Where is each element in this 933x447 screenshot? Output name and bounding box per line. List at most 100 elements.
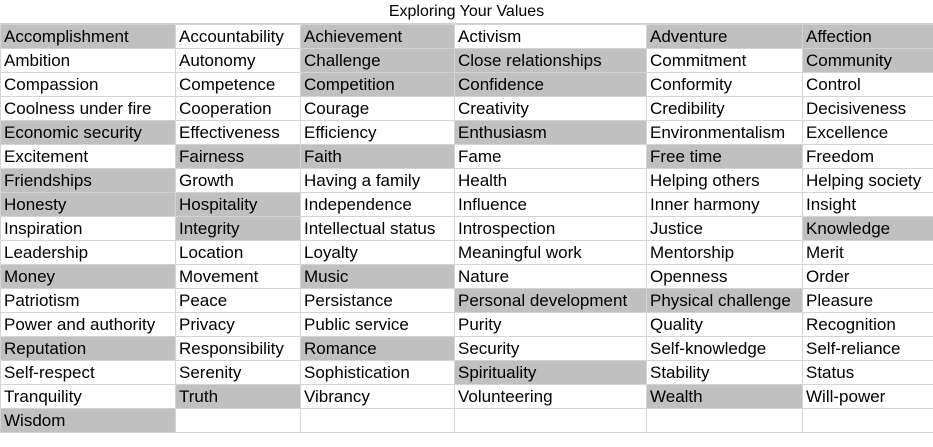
value-cell[interactable]: Free time: [646, 144, 803, 169]
value-cell[interactable]: Helping society: [802, 168, 933, 193]
value-cell[interactable]: [175, 408, 301, 433]
value-cell[interactable]: Truth: [175, 384, 301, 409]
value-cell[interactable]: Sophistication: [300, 360, 455, 385]
value-cell[interactable]: Competence: [175, 72, 301, 97]
value-cell[interactable]: Order: [802, 264, 933, 289]
value-cell[interactable]: Coolness under fire: [0, 96, 176, 121]
value-cell[interactable]: Romance: [300, 336, 455, 361]
value-cell[interactable]: Introspection: [454, 216, 647, 241]
value-cell[interactable]: Commitment: [646, 48, 803, 73]
value-cell[interactable]: Having a family: [300, 168, 455, 193]
value-cell[interactable]: Close relationships: [454, 48, 647, 73]
value-cell[interactable]: Compassion: [0, 72, 176, 97]
value-cell[interactable]: Mentorship: [646, 240, 803, 265]
value-cell[interactable]: Adventure: [646, 24, 803, 49]
value-cell[interactable]: Effectiveness: [175, 120, 301, 145]
value-cell[interactable]: Self-respect: [0, 360, 176, 385]
value-cell[interactable]: Volunteering: [454, 384, 647, 409]
value-cell[interactable]: Leadership: [0, 240, 176, 265]
value-cell[interactable]: Enthusiasm: [454, 120, 647, 145]
value-cell[interactable]: Control: [802, 72, 933, 97]
value-cell[interactable]: Freedom: [802, 144, 933, 169]
value-cell[interactable]: Money: [0, 264, 176, 289]
value-cell[interactable]: Movement: [175, 264, 301, 289]
value-cell[interactable]: Helping others: [646, 168, 803, 193]
value-cell[interactable]: Creativity: [454, 96, 647, 121]
value-cell[interactable]: Peace: [175, 288, 301, 313]
value-cell[interactable]: Confidence: [454, 72, 647, 97]
value-cell[interactable]: Vibrancy: [300, 384, 455, 409]
value-cell[interactable]: Growth: [175, 168, 301, 193]
value-cell[interactable]: Activism: [454, 24, 647, 49]
value-cell[interactable]: Accountability: [175, 24, 301, 49]
value-cell[interactable]: Integrity: [175, 216, 301, 241]
value-cell[interactable]: Will-power: [802, 384, 933, 409]
value-cell[interactable]: Autonomy: [175, 48, 301, 73]
value-cell[interactable]: Status: [802, 360, 933, 385]
value-cell[interactable]: Meaningful work: [454, 240, 647, 265]
value-cell[interactable]: Wealth: [646, 384, 803, 409]
value-cell[interactable]: [454, 408, 647, 433]
value-cell[interactable]: Stability: [646, 360, 803, 385]
value-cell[interactable]: Responsibility: [175, 336, 301, 361]
value-cell[interactable]: Faith: [300, 144, 455, 169]
value-cell[interactable]: Pleasure: [802, 288, 933, 313]
value-cell[interactable]: Honesty: [0, 192, 176, 217]
value-cell[interactable]: Nature: [454, 264, 647, 289]
value-cell[interactable]: Knowledge: [802, 216, 933, 241]
value-cell[interactable]: Justice: [646, 216, 803, 241]
value-cell[interactable]: Spirituality: [454, 360, 647, 385]
value-cell[interactable]: Power and authority: [0, 312, 176, 337]
value-cell[interactable]: Environmentalism: [646, 120, 803, 145]
value-cell[interactable]: Conformity: [646, 72, 803, 97]
value-cell[interactable]: Personal development: [454, 288, 647, 313]
value-cell[interactable]: Efficiency: [300, 120, 455, 145]
value-cell[interactable]: Privacy: [175, 312, 301, 337]
value-cell[interactable]: Purity: [454, 312, 647, 337]
value-cell[interactable]: Independence: [300, 192, 455, 217]
value-cell[interactable]: [646, 408, 803, 433]
value-cell[interactable]: Fairness: [175, 144, 301, 169]
value-cell[interactable]: Inner harmony: [646, 192, 803, 217]
value-cell[interactable]: Patriotism: [0, 288, 176, 313]
value-cell[interactable]: Insight: [802, 192, 933, 217]
value-cell[interactable]: Physical challenge: [646, 288, 803, 313]
value-cell[interactable]: Inspiration: [0, 216, 176, 241]
value-cell[interactable]: Intellectual status: [300, 216, 455, 241]
value-cell[interactable]: Accomplishment: [0, 24, 176, 49]
value-cell[interactable]: [300, 408, 455, 433]
value-cell[interactable]: Achievement: [300, 24, 455, 49]
value-cell[interactable]: Credibility: [646, 96, 803, 121]
value-cell[interactable]: Cooperation: [175, 96, 301, 121]
value-cell[interactable]: Self-knowledge: [646, 336, 803, 361]
value-cell[interactable]: Excitement: [0, 144, 176, 169]
value-cell[interactable]: Recognition: [802, 312, 933, 337]
value-cell[interactable]: Excellence: [802, 120, 933, 145]
value-cell[interactable]: Courage: [300, 96, 455, 121]
value-cell[interactable]: Public service: [300, 312, 455, 337]
value-cell[interactable]: Influence: [454, 192, 647, 217]
value-cell[interactable]: Competition: [300, 72, 455, 97]
value-cell[interactable]: Merit: [802, 240, 933, 265]
value-cell[interactable]: Security: [454, 336, 647, 361]
value-cell[interactable]: Music: [300, 264, 455, 289]
value-cell[interactable]: Ambition: [0, 48, 176, 73]
value-cell[interactable]: Openness: [646, 264, 803, 289]
value-cell[interactable]: Reputation: [0, 336, 176, 361]
value-cell[interactable]: Wisdom: [0, 408, 176, 433]
value-cell[interactable]: Serenity: [175, 360, 301, 385]
value-cell[interactable]: Community: [802, 48, 933, 73]
value-cell[interactable]: Fame: [454, 144, 647, 169]
value-cell[interactable]: Loyalty: [300, 240, 455, 265]
value-cell[interactable]: Decisiveness: [802, 96, 933, 121]
value-cell[interactable]: Location: [175, 240, 301, 265]
value-cell[interactable]: Health: [454, 168, 647, 193]
value-cell[interactable]: Self-reliance: [802, 336, 933, 361]
value-cell[interactable]: Friendships: [0, 168, 176, 193]
value-cell[interactable]: [802, 408, 933, 433]
value-cell[interactable]: Tranquility: [0, 384, 176, 409]
value-cell[interactable]: Challenge: [300, 48, 455, 73]
value-cell[interactable]: Economic security: [0, 120, 176, 145]
value-cell[interactable]: Affection: [802, 24, 933, 49]
value-cell[interactable]: Hospitality: [175, 192, 301, 217]
